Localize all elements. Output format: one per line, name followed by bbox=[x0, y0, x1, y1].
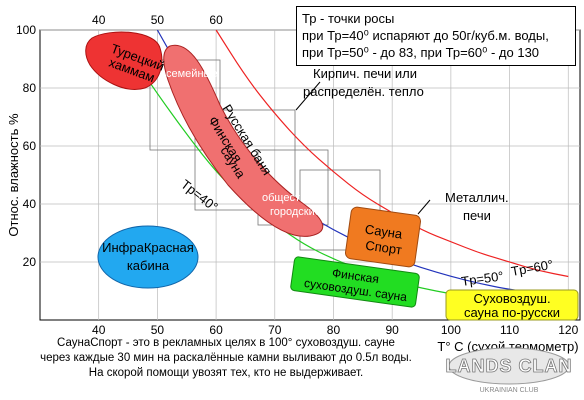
curve-labels: Tp=40° Tp=50° Tp=60° bbox=[178, 177, 554, 289]
logo-title: LANDS CLAN bbox=[446, 356, 573, 376]
x-axis-label: T° C (сухой термометр) bbox=[437, 339, 578, 354]
zone-sauna-sport bbox=[344, 206, 422, 268]
x-tick-label-bottom: 100 bbox=[441, 323, 461, 337]
y-tick-label: 60 bbox=[23, 139, 37, 153]
info-line-2: при Тр=40⁰ испаряют до 50г/куб.м. воды, bbox=[302, 28, 549, 43]
y-tick-label: 40 bbox=[23, 197, 37, 211]
zone-infrared-cabin bbox=[97, 225, 199, 289]
y-tick-label: 20 bbox=[23, 255, 37, 269]
label-tp60: Tp=60° bbox=[510, 257, 554, 279]
annotation-brick-2: распределён. тепло bbox=[303, 84, 424, 99]
label-public-2: городские bbox=[270, 206, 321, 218]
caption-line-1: СаунаСпорт - это в рекламных целях в 100… bbox=[57, 337, 395, 349]
logo-subtitle: UKRAINIAN CLUB bbox=[480, 387, 539, 394]
label-dry-russian-2: сауна по-русски bbox=[464, 305, 560, 320]
caption: СаунаСпорт - это в рекламных целях в 100… bbox=[6, 336, 446, 381]
label-family: семейные bbox=[166, 68, 218, 80]
caption-line-2: через каждые 30 мин на раскалённые камни… bbox=[40, 352, 412, 364]
x-tick-label-bottom: 60 bbox=[209, 323, 223, 337]
info-line-3: при Тр=50⁰ - до 83, при Тр=60⁰ - до 130 bbox=[302, 45, 540, 60]
x-tick-label-bottom: 70 bbox=[268, 323, 282, 337]
zone-turkish-hammam bbox=[85, 31, 163, 90]
annotation-metal-1: Металлич. bbox=[445, 190, 509, 205]
x-tick-label-bottom: 40 bbox=[92, 323, 106, 337]
caption-line-3: На скорой помощи увозят тех, кто не выде… bbox=[88, 367, 364, 379]
label-infrared-2: кабина bbox=[127, 258, 170, 273]
x-tick-label-top: 60 bbox=[209, 13, 223, 27]
x-tick-label-top: 40 bbox=[92, 13, 106, 27]
axis-ticks: 40 50 60 70 80 90 100 110 120 40 50 60 20 40 60 80 100 bbox=[16, 13, 579, 337]
zone-finnish-dry bbox=[290, 256, 420, 308]
dew-point-info-box: Тр - точки росы при Тр=40⁰ испаряют до 5… bbox=[296, 6, 576, 66]
annotations: Кирпич. печи или распределён. тепло Мета… bbox=[295, 66, 509, 223]
annotation-brick-1: Кирпич. печи или bbox=[313, 66, 417, 81]
x-tick-label-top: 50 bbox=[151, 13, 165, 27]
curve-tp-2 bbox=[215, 29, 569, 278]
info-line-1: Тр - точки росы bbox=[302, 11, 395, 26]
label-sport-1: Сауна bbox=[364, 222, 404, 242]
annotation-metal-2: печи bbox=[463, 208, 491, 223]
lands-clan-logo: LANDS CLAN UKRAINIAN CLUB bbox=[445, 347, 573, 394]
x-tick-label-bottom: 110 bbox=[500, 323, 519, 337]
x-tick-label-bottom: 120 bbox=[558, 323, 578, 337]
x-tick-label-bottom: 50 bbox=[151, 323, 165, 337]
label-sport-2: Спорт bbox=[364, 238, 402, 258]
label-tp50: Tp=50° bbox=[460, 268, 504, 289]
label-finnish-dry-1: Финская bbox=[331, 266, 380, 286]
annotation-metal-arrow bbox=[417, 199, 431, 215]
y-tick-label: 100 bbox=[16, 23, 36, 37]
x-tick-label-bottom: 90 bbox=[385, 323, 399, 337]
zone-dry-russian bbox=[445, 289, 579, 321]
label-public-1: общеcтвен. bbox=[262, 192, 321, 204]
label-dry-russian-1: Суховоздуш. bbox=[473, 291, 550, 306]
y-axis-label: Относ. влажность % bbox=[6, 113, 21, 237]
x-tick-label-bottom: 80 bbox=[327, 323, 341, 337]
annotation-brick-arrow bbox=[295, 81, 321, 111]
label-infrared-1: ИнфраКрасная bbox=[102, 240, 194, 255]
y-tick-label: 80 bbox=[23, 81, 37, 95]
zone-russian-banya bbox=[163, 44, 323, 237]
zones bbox=[85, 31, 579, 321]
